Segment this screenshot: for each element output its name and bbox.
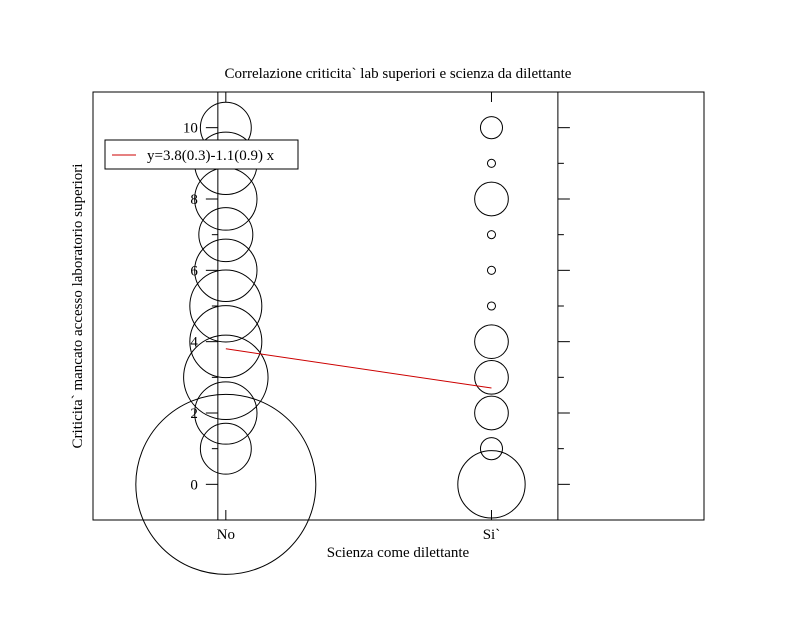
data-point: [486, 301, 497, 311]
data-point: [189, 269, 263, 343]
x-tick-label: No: [217, 527, 235, 543]
data-point: [457, 450, 526, 519]
y-tick-label: 2: [190, 406, 198, 422]
data-point: [479, 116, 504, 140]
data-point: [194, 381, 258, 445]
data-point: [198, 207, 254, 263]
data-point: [474, 324, 509, 360]
y-tick-label: 10: [183, 121, 198, 137]
legend-box: [104, 139, 299, 170]
x-axis-label: Scienza come dilettante: [327, 545, 470, 561]
data-point: [194, 167, 258, 231]
y-tick-label: 0: [190, 477, 198, 493]
x-tick-label: Si`: [483, 527, 501, 543]
data-point: [474, 359, 509, 395]
fit-line: [225, 348, 492, 389]
data-point: [183, 334, 269, 421]
legend-label: y=3.8(0.3)-1.1(0.9) x: [147, 148, 275, 164]
chart-title: Correlazione criticita` lab superiori e …: [225, 66, 572, 82]
y-tick-label: 8: [190, 192, 198, 208]
y-axis-label: Criticita` mancato accesso laboratorio s…: [70, 164, 86, 449]
data-point: [479, 437, 504, 461]
data-point: [474, 181, 509, 217]
data-point: [486, 230, 497, 240]
data-point: [486, 158, 497, 168]
data-point: [194, 238, 258, 303]
data-point: [135, 393, 317, 575]
y-tick-label: 4: [190, 335, 198, 351]
data-point: [189, 305, 263, 379]
plot-frame: [92, 91, 705, 521]
legend: y=3.8(0.3)-1.1(0.9) x: [104, 139, 299, 170]
data-point: [486, 265, 497, 275]
data-point: [199, 422, 252, 475]
data-point: [474, 395, 509, 431]
